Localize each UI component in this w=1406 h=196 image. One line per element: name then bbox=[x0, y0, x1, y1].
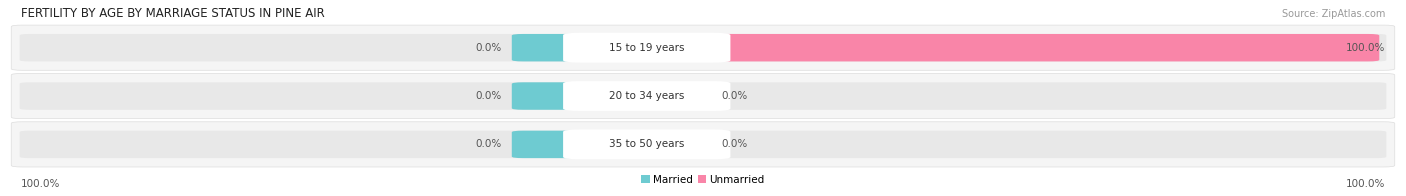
FancyBboxPatch shape bbox=[512, 82, 641, 110]
FancyBboxPatch shape bbox=[652, 131, 711, 158]
Text: 100.0%: 100.0% bbox=[1346, 179, 1385, 189]
FancyBboxPatch shape bbox=[11, 74, 1395, 119]
Text: 100.0%: 100.0% bbox=[1346, 43, 1385, 53]
FancyBboxPatch shape bbox=[652, 34, 1386, 61]
Text: 20 to 34 years: 20 to 34 years bbox=[609, 91, 685, 101]
Text: FERTILITY BY AGE BY MARRIAGE STATUS IN PINE AIR: FERTILITY BY AGE BY MARRIAGE STATUS IN P… bbox=[21, 7, 325, 20]
Legend: Married, Unmarried: Married, Unmarried bbox=[637, 171, 769, 189]
FancyBboxPatch shape bbox=[512, 131, 641, 158]
FancyBboxPatch shape bbox=[11, 122, 1395, 167]
Text: 0.0%: 0.0% bbox=[721, 91, 748, 101]
FancyBboxPatch shape bbox=[652, 82, 711, 110]
FancyBboxPatch shape bbox=[652, 131, 1386, 158]
Text: 100.0%: 100.0% bbox=[21, 179, 60, 189]
Text: 15 to 19 years: 15 to 19 years bbox=[609, 43, 685, 53]
FancyBboxPatch shape bbox=[564, 33, 731, 63]
Text: 0.0%: 0.0% bbox=[475, 43, 502, 53]
Text: 0.0%: 0.0% bbox=[721, 139, 748, 149]
Text: Source: ZipAtlas.com: Source: ZipAtlas.com bbox=[1281, 9, 1385, 19]
FancyBboxPatch shape bbox=[20, 82, 641, 110]
Text: 0.0%: 0.0% bbox=[475, 139, 502, 149]
FancyBboxPatch shape bbox=[564, 130, 731, 159]
FancyBboxPatch shape bbox=[652, 82, 1386, 110]
FancyBboxPatch shape bbox=[11, 25, 1395, 70]
Text: 0.0%: 0.0% bbox=[475, 91, 502, 101]
FancyBboxPatch shape bbox=[652, 34, 1379, 61]
Text: 35 to 50 years: 35 to 50 years bbox=[609, 139, 685, 149]
FancyBboxPatch shape bbox=[512, 34, 641, 61]
FancyBboxPatch shape bbox=[20, 131, 641, 158]
FancyBboxPatch shape bbox=[20, 34, 641, 61]
FancyBboxPatch shape bbox=[564, 81, 731, 111]
